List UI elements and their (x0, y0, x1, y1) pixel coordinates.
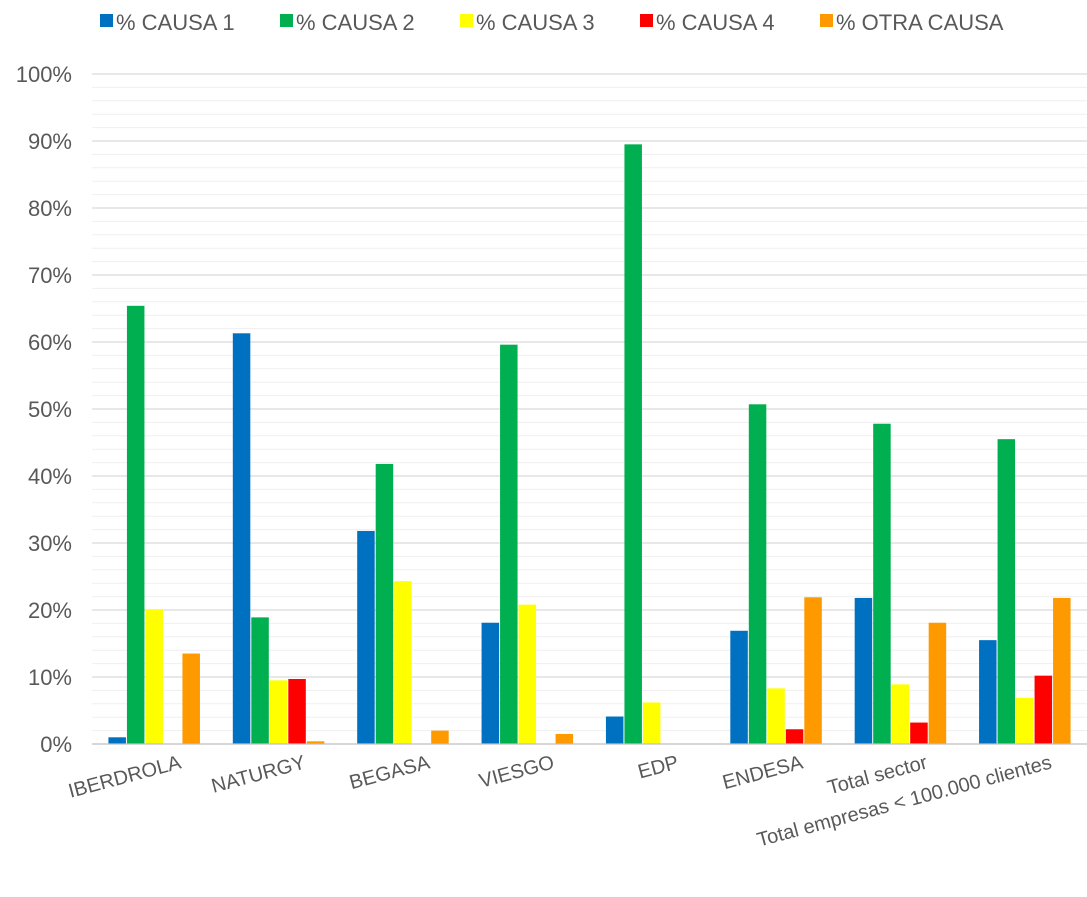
bar (997, 439, 1016, 744)
bar (375, 463, 394, 744)
bar (1034, 675, 1053, 744)
y-tick-label: 100% (16, 62, 72, 87)
y-tick-label: 80% (28, 196, 72, 221)
x-axis-category-labels: IBERDROLA NATURGY BEGASA VIESGO EDP ENDESA Tot… (66, 751, 1054, 851)
legend-swatch (640, 14, 653, 27)
legend-swatch (820, 14, 833, 27)
bar (873, 423, 891, 744)
legend-label: % CAUSA 3 (476, 10, 595, 35)
bar (891, 684, 910, 744)
bar (1016, 697, 1034, 744)
bar (748, 404, 767, 744)
y-axis-tick-labels: 0% 10% 20% 30% 40% 50% 60% 70% 80% 90% 100% (16, 62, 72, 757)
bar (854, 597, 873, 744)
y-tick-label: 50% (28, 397, 72, 422)
bar (182, 653, 200, 744)
bar (500, 344, 518, 744)
y-tick-label: 10% (28, 665, 72, 690)
bar (431, 730, 449, 744)
legend-label: % CAUSA 4 (656, 10, 775, 35)
bar (979, 640, 997, 744)
bar (306, 741, 325, 744)
bar (605, 716, 624, 744)
y-tick-label: 20% (28, 598, 72, 623)
bar (126, 305, 145, 744)
bar (108, 737, 126, 744)
y-tick-label: 60% (28, 330, 72, 355)
y-tick-label: 30% (28, 531, 72, 556)
bar (518, 604, 537, 744)
bar (785, 729, 804, 744)
bar (145, 610, 163, 744)
legend: % CAUSA 1 % CAUSA 2 % CAUSA 3 % CAUSA 4 % OT… (100, 10, 1004, 35)
x-category-label: IBERDROLA (66, 751, 184, 802)
bar (1053, 597, 1071, 744)
legend-swatch (460, 14, 473, 27)
bar (767, 688, 785, 744)
bar (251, 617, 269, 744)
legend-label: % CAUSA 1 (116, 10, 235, 35)
x-category-label: NATURGY (209, 752, 308, 798)
bar (555, 733, 574, 744)
legend-label: % OTRA CAUSA (836, 10, 1004, 35)
bar (730, 630, 748, 744)
bars (108, 144, 1071, 745)
legend-swatch (100, 14, 113, 27)
bar (928, 622, 947, 744)
bar (357, 530, 375, 744)
x-category-label: EDP (636, 752, 681, 784)
y-tick-label: 40% (28, 464, 72, 489)
bar (269, 680, 288, 744)
legend-label: % CAUSA 2 (296, 10, 415, 35)
bar (232, 333, 251, 744)
x-category-label: BEGASA (347, 751, 433, 794)
bar (288, 679, 306, 744)
bar (804, 597, 822, 744)
legend-swatch (280, 14, 293, 27)
bar (642, 702, 661, 744)
bar (624, 144, 642, 745)
bar (910, 722, 928, 744)
y-tick-label: 70% (28, 263, 72, 288)
x-category-label: ENDESA (720, 751, 806, 794)
x-category-label: VIESGO (477, 752, 557, 793)
y-tick-label: 0% (40, 732, 72, 757)
bar (481, 622, 500, 744)
bar (394, 581, 412, 744)
y-tick-label: 90% (28, 129, 72, 154)
